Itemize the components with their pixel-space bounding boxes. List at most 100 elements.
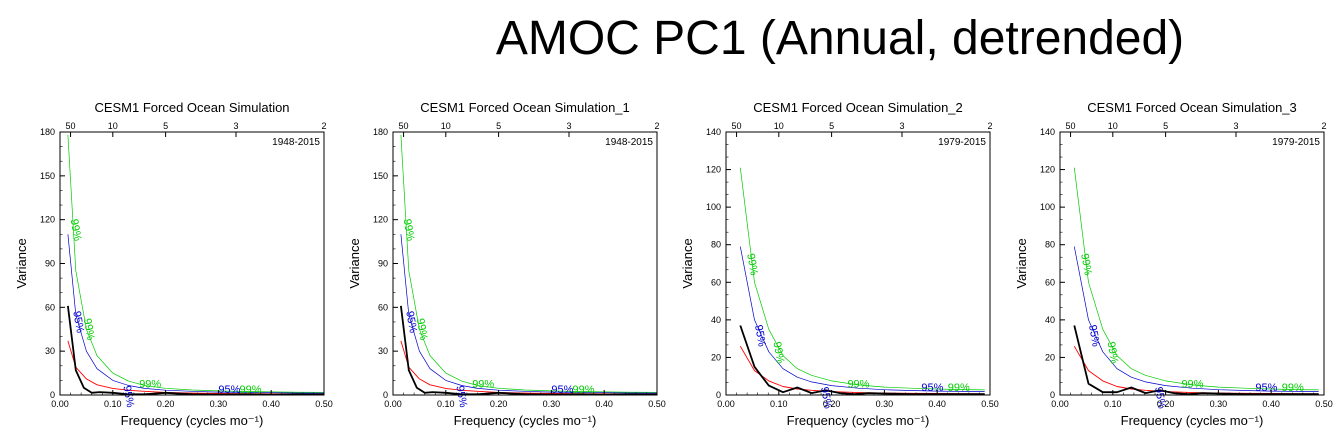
y-tick-label: 180 [40,127,55,137]
x-tick-label: 0.20 [823,399,841,409]
main-title-svg: AMOC PC1 (Annual, detrended) [496,12,1184,65]
top-axis-label: 10 [1108,121,1118,131]
y-axis-title: Variance [680,238,695,288]
x-tick-label: 0.30 [543,399,561,409]
y-tick-label: 0 [50,390,55,400]
ci95-label: 95% [818,386,834,410]
y-axis-title: Variance [347,238,362,288]
y-tick-label: 80 [1045,240,1055,250]
chart-panel-1: CESM1 Forced Ocean Simulation 1948-2015 99… [14,100,333,428]
plot-frame [1059,131,1325,396]
ci95-label: 95% [921,382,943,394]
chart-panel-4: CESM1 Forced Ocean Simulation_3 1979-2015… [1014,100,1333,428]
ci99-label: 99% [948,382,970,394]
top-axis-label: 50 [66,121,76,131]
series-line-red-noise [400,340,658,395]
x-tick-label: 0.30 [1210,399,1228,409]
y-tick-label: 80 [711,240,721,250]
top-axis-label: 2 [321,121,326,131]
ci99-label: 99% [744,253,760,277]
ci99-label: 99% [1078,253,1094,277]
top-axis-label: 3 [1233,121,1238,131]
x-tick-label: 0.50 [981,399,999,409]
top-axis-label: 3 [233,121,238,131]
x-tick-label: 0.40 [262,399,280,409]
x-tick-label: 0.50 [648,399,666,409]
series-line-spectrum [1073,325,1319,396]
top-axis-label: 5 [829,121,834,131]
series-line-ci99 [739,167,985,391]
x-tick-label: 0.40 [595,399,613,409]
panel-title: CESM1 Forced Ocean Simulation_3 [1087,100,1297,115]
panel-title: CESM1 Forced Ocean Simulation_1 [420,100,630,115]
y-tick-label: 120 [40,215,55,225]
top-axis-label: 10 [774,121,784,131]
y-tick-label: 140 [1040,127,1055,137]
series-line-ci95 [400,234,658,394]
chart-panel-3: CESM1 Forced Ocean Simulation_2 1979-2015… [680,100,999,428]
y-tick-label: 30 [378,346,388,356]
x-axis-title: Frequency (cycles mo⁻¹) [121,413,264,428]
x-tick-label: 0.20 [490,399,508,409]
y-tick-label: 120 [373,215,388,225]
x-axis-title: Frequency (cycles mo⁻¹) [787,413,930,428]
top-axis-label: 2 [1321,121,1326,131]
year-range-label: 1979-2015 [1272,137,1320,148]
chart-panel-2: CESM1 Forced Ocean Simulation_1 1948-2015… [347,100,666,428]
year-range-label: 1979-2015 [938,137,986,148]
ci99-label: 99% [414,317,430,341]
series-line-spectrum [400,305,658,396]
series-line-spectrum [67,305,325,396]
panel-title: CESM1 Forced Ocean Simulation [94,100,289,115]
x-axis-title: Frequency (cycles mo⁻¹) [1121,413,1264,428]
y-tick-label: 0 [716,390,721,400]
series-line-ci99 [67,134,325,393]
x-tick-label: 0.00 [51,399,69,409]
y-tick-label: 40 [1045,315,1055,325]
x-tick-label: 0.00 [1051,399,1069,409]
ci99-label: 99% [847,378,869,390]
x-axis-title: Frequency (cycles mo⁻¹) [454,413,597,428]
series-line-red-noise [67,340,325,395]
x-tick-label: 0.00 [384,399,402,409]
ci99-label: 99% [573,384,595,396]
ci99-label: 99% [139,379,161,391]
y-tick-label: 120 [1040,165,1055,175]
y-tick-label: 180 [373,127,388,137]
ci99-label: 99% [68,218,84,242]
plot-frame [392,131,658,396]
y-tick-label: 90 [378,259,388,269]
ci95-label: 95% [70,310,86,334]
main-title: AMOC PC1 (Annual, detrended) [496,12,1184,65]
series-line-ci95 [739,246,985,392]
x-tick-label: 0.10 [104,399,122,409]
y-axis-title: Variance [14,238,29,288]
series-line-ci99 [400,134,658,393]
ci99-label: 99% [81,317,97,341]
x-tick-label: 0.10 [1104,399,1122,409]
y-tick-label: 150 [373,171,388,181]
top-axis-label: 2 [987,121,992,131]
top-axis-label: 10 [108,121,118,131]
ci95-label: 95% [453,385,469,409]
x-tick-label: 0.20 [157,399,175,409]
plot-frame [59,131,325,396]
x-tick-label: 0.50 [1315,399,1333,409]
x-tick-label: 0.30 [876,399,894,409]
ci99-label: 99% [240,384,262,396]
ci95-label: 95% [120,385,136,409]
ci95-label: 95% [218,384,240,396]
series-line-spectrum [739,325,985,396]
x-tick-label: 0.30 [210,399,228,409]
top-axis-label: 50 [1066,121,1076,131]
ci95-label: 95% [1152,386,1168,410]
top-axis-label: 3 [899,121,904,131]
y-tick-label: 30 [45,346,55,356]
y-tick-label: 150 [40,171,55,181]
ci99-label: 99% [401,218,417,242]
top-axis-label: 50 [732,121,742,131]
top-axis-label: 5 [1163,121,1168,131]
y-tick-label: 60 [1045,277,1055,287]
y-tick-label: 140 [706,127,721,137]
top-axis-label: 2 [654,121,659,131]
